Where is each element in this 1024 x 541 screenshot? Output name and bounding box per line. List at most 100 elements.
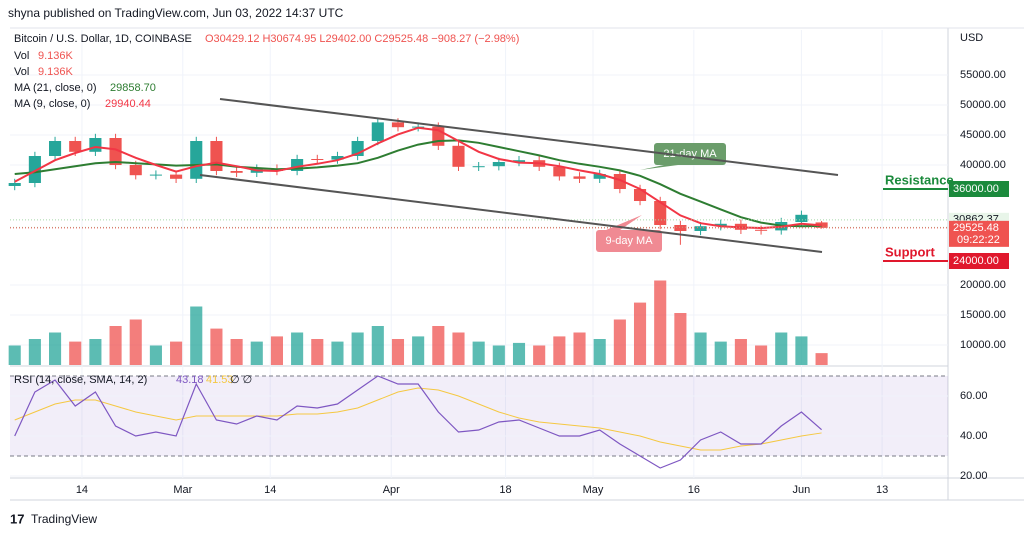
candle-body [331, 156, 344, 160]
volume-bar [533, 345, 546, 365]
x-tick-label: Apr [383, 484, 400, 496]
candle-body [69, 141, 82, 152]
y-tick-label: 55000.00 [960, 69, 1006, 81]
y-tick-label: 15000.00 [960, 309, 1006, 321]
x-tick-label: 14 [76, 484, 88, 496]
volume-bar [69, 341, 82, 365]
volume-bar [210, 328, 223, 365]
candle-body [28, 156, 41, 184]
candle-body [210, 141, 223, 172]
y-tick-label: 20.00 [960, 470, 988, 482]
volume-bar [371, 326, 384, 365]
x-tick-label: 16 [688, 484, 700, 496]
candle-body [149, 174, 162, 176]
volume-bar [391, 339, 405, 365]
candle-body [109, 138, 122, 166]
volume-bar [714, 341, 727, 365]
published: shyna published on TradingView.com, Jun … [8, 6, 344, 20]
volume-bar [129, 319, 142, 365]
y-tick-label: 60.00 [960, 390, 988, 402]
candle-body [714, 223, 727, 227]
y-tick-label: 50000.00 [960, 99, 1006, 111]
channel-line [219, 98, 839, 176]
level-tag [949, 181, 1009, 198]
candle-body [553, 166, 566, 177]
candle-body [512, 160, 526, 163]
volume-bar [633, 302, 647, 365]
volume-bar [311, 339, 324, 365]
candle-body [391, 122, 405, 128]
candle-body [694, 226, 707, 232]
volume-bar [775, 332, 788, 365]
x-tick-label: 18 [499, 484, 511, 496]
vol-name: Vol [14, 50, 29, 62]
volume-bar [291, 332, 304, 365]
ma-line [14, 126, 822, 230]
volume-bar [28, 339, 41, 365]
y-tick-label: 40000.00 [960, 159, 1006, 171]
candle-body [472, 166, 485, 168]
rsi-extra: ∅ ∅ [230, 374, 252, 386]
footer: 17 TradingView [10, 511, 97, 526]
candle-body [89, 138, 102, 152]
level-label: 24000.00 [953, 255, 999, 267]
price-label: 29525.48 [953, 222, 999, 234]
candle-body [755, 229, 768, 231]
rsi-value: 43.18 [176, 374, 204, 386]
vol-value: 9.136K [38, 66, 74, 78]
candle-body [795, 214, 808, 223]
volume-bar [48, 332, 62, 365]
candle-body [48, 141, 62, 157]
vol-name: Vol [14, 66, 29, 78]
candle-body [654, 201, 667, 226]
volume-bar [351, 332, 364, 365]
candle-body [8, 183, 21, 187]
volume-bar [815, 353, 828, 365]
volume-bar [694, 332, 707, 365]
logo: 17 [10, 511, 24, 526]
volume-bar [170, 341, 183, 365]
rsi-sma-value: 41.53 [206, 374, 234, 386]
ma-name: MA (21, close, 0) [14, 82, 97, 94]
volume-bar [230, 339, 243, 365]
brand: TradingView [31, 512, 97, 526]
volume-bar [674, 313, 687, 365]
volume-bar [432, 326, 445, 365]
candle-body [452, 145, 465, 167]
volume-bar [331, 341, 344, 365]
candle-body [492, 162, 505, 167]
volume-bar [89, 339, 102, 365]
volume-bar [149, 345, 162, 365]
volume-bar [553, 336, 566, 365]
candle-body [170, 174, 183, 179]
candle-body [371, 122, 384, 142]
price-timer: 09:22:22 [957, 234, 1000, 246]
ma-line [14, 139, 822, 228]
ma-value: 29940.44 [105, 98, 151, 110]
volume-bar [250, 341, 263, 365]
rsi-band [10, 376, 948, 456]
currency: USD [960, 32, 983, 44]
y-tick-label: 10000.00 [960, 339, 1006, 351]
volume-bar [755, 345, 768, 365]
candle-body [311, 159, 324, 161]
volume-bar [795, 336, 808, 365]
price-tag [949, 220, 1009, 247]
callout-box [596, 230, 662, 252]
x-tick-label: 14 [264, 484, 276, 496]
level-name: Support [885, 244, 935, 259]
volume-bar [512, 342, 526, 365]
callout-text: 9-day MA [605, 235, 653, 247]
symbol: Bitcoin / U.S. Dollar, 1D, COINBASE [14, 33, 192, 45]
callout-text: 21-day MA [663, 148, 717, 160]
ohlc: O30429.12 H30674.95 L29402.00 C29525.48 … [205, 33, 519, 45]
candle-body [230, 171, 243, 173]
volume-bar [613, 319, 626, 365]
candle-body [613, 174, 626, 190]
candle-body [129, 165, 142, 176]
volume-bar [270, 336, 283, 365]
legend: Bitcoin / U.S. Dollar, 1D, COINBASE O304… [14, 33, 519, 386]
level-tag [949, 253, 1009, 270]
